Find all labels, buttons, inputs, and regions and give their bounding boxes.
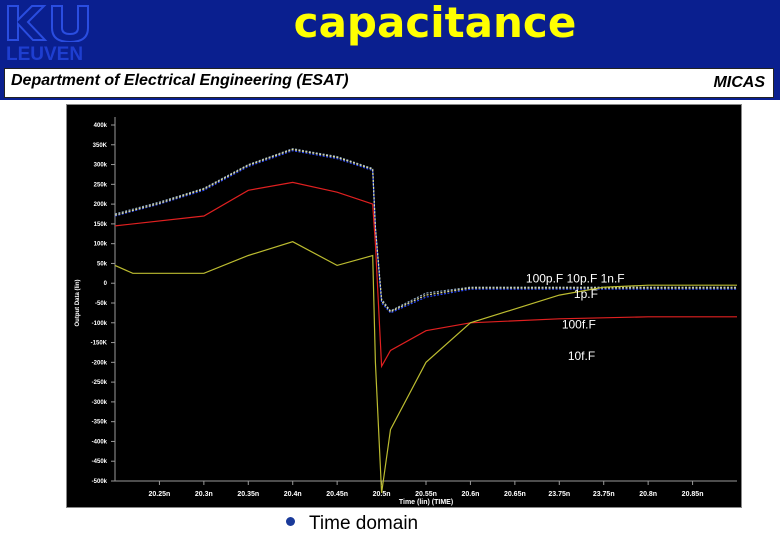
bullet-text: Time domain <box>309 513 419 534</box>
y-tick-label: 300k <box>94 163 108 169</box>
y-tick-label: -450k <box>92 459 108 465</box>
page-title: capacitance <box>293 0 577 47</box>
y-tick-label: 400k <box>94 123 108 129</box>
y-tick-label: -250k <box>92 380 108 386</box>
waveform-chart: 400k 350K 300k 250k 200k 150k 100k 50k 0 -50k -100… <box>75 117 737 506</box>
y-tick-label: -400k <box>92 439 108 445</box>
y-tick-label: 250k <box>94 182 108 188</box>
x-axis-title: Time (lin) (TIME) <box>399 499 453 506</box>
x-tick-label: 23.75n <box>548 491 570 498</box>
x-tick-label: 20.3n <box>195 491 213 498</box>
ku-leuven-logo: LEUVEN <box>4 4 94 66</box>
series-line <box>114 148 737 313</box>
curve-label: 10f.F <box>568 349 595 363</box>
x-tick-label: 20.65n <box>504 491 526 498</box>
curve-label: 1p.F <box>574 287 598 301</box>
x-tick-label: 20.25n <box>149 491 171 498</box>
bullet-item: Time domain <box>286 513 418 535</box>
y-tick-label: 0 <box>104 281 108 287</box>
y-tick-label: -100k <box>92 321 108 327</box>
bullet-dot-icon <box>286 517 295 527</box>
y-tick-label: -300k <box>92 400 108 406</box>
y-tick-label: 200k <box>94 202 108 208</box>
logo-text: LEUVEN <box>6 44 84 65</box>
series-line <box>114 148 737 312</box>
y-tick-label: -50k <box>95 301 108 307</box>
x-tick-label: 20.5n <box>373 491 391 498</box>
waveform-plot: 400k 350K 300k 250k 200k 150k 100k 50k 0 -50k -100… <box>66 104 742 508</box>
x-tick-label: 20.45n <box>326 491 348 498</box>
x-tick-label: 20.8n <box>639 491 657 498</box>
subtitle-bar: Department of Electrical Engineering (ES… <box>4 68 774 98</box>
y-tick-label: -350k <box>92 420 108 426</box>
series-line <box>114 150 737 314</box>
x-tick-label: 20.4n <box>284 491 302 498</box>
x-tick-label: 20.6n <box>461 491 479 498</box>
curve-label: 100f.F <box>562 318 596 332</box>
group-label: MICAS <box>713 74 765 91</box>
y-tick-label: 350K <box>93 143 108 149</box>
y-tick-label: 50k <box>97 261 108 267</box>
header-bar: LEUVEN capacitance Department of Electri… <box>0 0 780 100</box>
y-tick-label: 100k <box>94 242 108 248</box>
y-tick-label: -500k <box>92 479 108 485</box>
y-tick-label: -200k <box>92 360 108 366</box>
series-line <box>114 241 737 493</box>
x-tick-label: 20.35n <box>237 491 259 498</box>
y-axis-title: Output Data (lin) <box>75 280 81 327</box>
series-line <box>114 181 737 369</box>
x-tick-label: 20.85n <box>682 491 704 498</box>
ku-logo-icon <box>7 5 89 42</box>
curve-label: 100p.F 10p.F 1n.F <box>526 271 625 285</box>
y-tick-label: -150K <box>91 341 108 347</box>
x-tick-label: 23.75n <box>593 491 615 498</box>
y-tick-label: 150k <box>94 222 108 228</box>
x-tick-label: 20.55n <box>415 491 437 498</box>
department-label: Department of Electrical Engineering (ES… <box>11 72 349 89</box>
